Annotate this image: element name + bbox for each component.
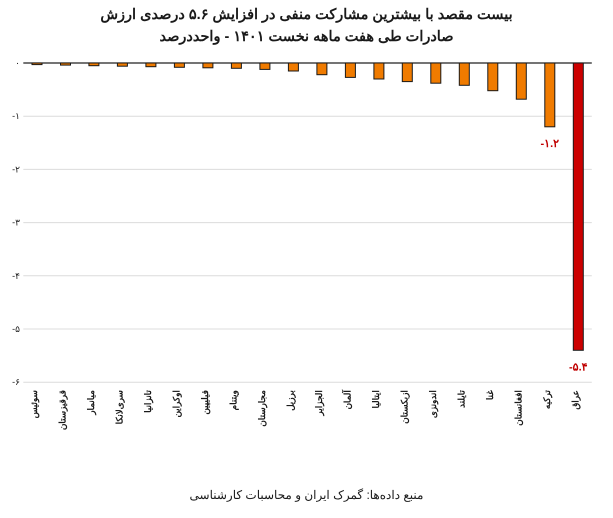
svg-text:-۵: -۵ [12,324,20,334]
svg-text:۰: ۰ [15,58,20,68]
svg-text:تایلند: تایلند [456,390,466,408]
svg-text:ویتنام: ویتنام [228,390,239,410]
svg-text:قرقیزستان: قرقیزستان [58,390,69,430]
svg-text:آلمان: آلمان [341,389,352,410]
svg-text:-۱: -۱ [12,111,20,121]
svg-text:مجارستان: مجارستان [257,390,268,427]
svg-text:-۱.۲: -۱.۲ [541,138,560,150]
svg-text:میانمار: میانمار [86,390,97,416]
svg-text:سری‌لانکا: سری‌لانکا [114,390,125,424]
svg-text:برزیل: برزیل [285,390,296,411]
svg-text:ازبکستان: ازبکستان [399,390,410,424]
svg-text:ایتالیا: ایتالیا [371,390,381,408]
svg-text:افغانستان: افغانستان [513,390,523,426]
svg-text:سوئیس: سوئیس [29,390,40,418]
svg-text:-۲: -۲ [12,164,20,174]
svg-text:-۴: -۴ [12,271,20,281]
svg-text:-۵.۴: -۵.۴ [569,361,588,373]
svg-text:-۶: -۶ [12,377,20,387]
svg-text:اندونزی: اندونزی [428,390,439,418]
svg-text:اوکراین: اوکراین [171,390,182,417]
svg-text:تانزانیا: تانزانیا [143,390,154,413]
svg-text:فیلیپین: فیلیپین [200,390,211,414]
svg-text:غنا: غنا [485,390,495,400]
svg-text:عراق: عراق [570,390,581,409]
svg-text:ترکیه: ترکیه [542,390,553,409]
svg-text:الجزایر: الجزایر [314,390,325,416]
svg-text:-۳: -۳ [12,218,20,228]
